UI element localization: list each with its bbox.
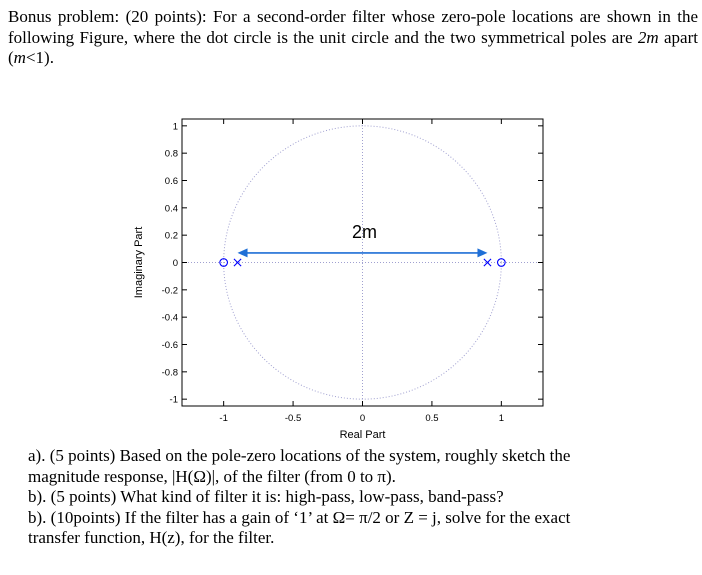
intro-text-c: <1). xyxy=(25,48,54,67)
zero-marker xyxy=(219,258,229,267)
zero-marker xyxy=(496,258,506,267)
pole-marker xyxy=(233,258,242,267)
y-tick-label: 1 xyxy=(173,121,178,132)
y-tick-label: -0.2 xyxy=(162,285,178,296)
intro-math-2m: 2m xyxy=(637,27,659,47)
intro-text-b: apart ( xyxy=(8,27,698,68)
annotation-arrow-head-left xyxy=(237,248,248,258)
question-c-line2: transfer function, H(z), for the filter. xyxy=(28,528,275,547)
y-tick-label: -1 xyxy=(170,395,178,406)
intro-text-a: Bonus problem: (20 points): For a second… xyxy=(8,7,698,47)
y-axis-label: Imaginary Part xyxy=(133,227,145,299)
y-tick-label: 0.8 xyxy=(165,149,178,160)
x-axis-label: Real Part xyxy=(340,429,386,441)
annotation-label: 2m xyxy=(352,222,377,242)
x-tick-label: 0.5 xyxy=(425,413,438,424)
x-tick-label: -1 xyxy=(219,413,227,424)
x-tick-label: 1 xyxy=(499,413,504,424)
y-tick-label: 0.2 xyxy=(165,231,178,242)
pole-marker xyxy=(483,258,492,267)
question-a-line1: a). (5 points) Based on the pole-zero lo… xyxy=(28,446,571,465)
question-c-line1: b). (10points) If the filter has a gain … xyxy=(28,507,571,527)
problem-statement: Bonus problem: (20 points): For a second… xyxy=(8,7,698,69)
question-b: b). (5 points) What kind of filter it is… xyxy=(28,487,504,506)
y-tick-label: 0 xyxy=(173,258,178,269)
x-tick-label: 0 xyxy=(360,413,365,424)
question-a-line2: magnitude response, |H(Ω)|, of the filte… xyxy=(28,466,396,486)
intro-math-m: m xyxy=(13,48,26,67)
y-tick-label: -0.8 xyxy=(162,367,178,378)
x-tick-label: -0.5 xyxy=(285,413,301,424)
y-tick-label: -0.6 xyxy=(162,340,178,351)
y-tick-label: -0.4 xyxy=(162,313,178,324)
question-list: a). (5 points) Based on the pole-zero lo… xyxy=(28,446,688,549)
annotation-arrow-head-right xyxy=(477,248,488,258)
y-tick-label: 0.4 xyxy=(165,203,178,214)
y-tick-label: 0.6 xyxy=(165,176,178,187)
